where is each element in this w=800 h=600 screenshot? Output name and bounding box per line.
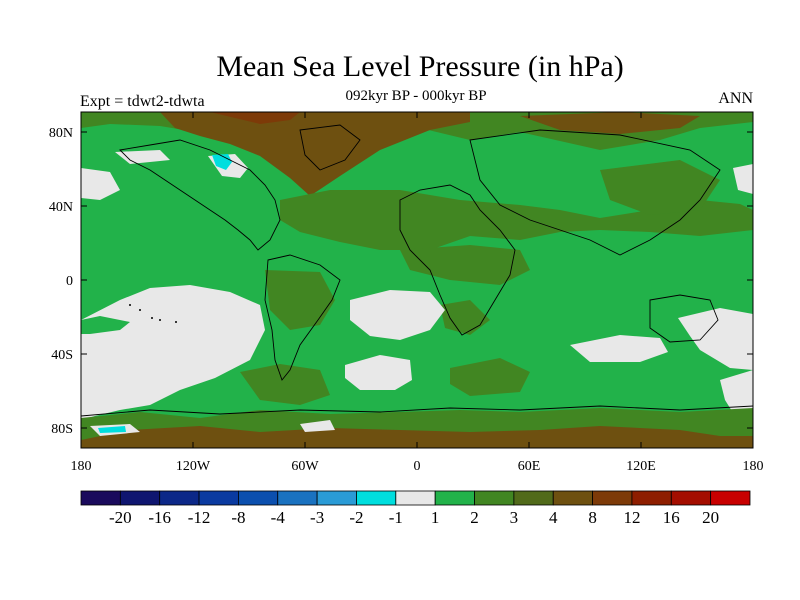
- season-label: ANN: [718, 90, 753, 107]
- colorbar-label: -3: [310, 508, 324, 527]
- australia-low: [678, 308, 753, 370]
- x-tick-label: 120W: [176, 459, 211, 474]
- y-tick-label: 0: [66, 274, 73, 289]
- colorbar-label: -1: [389, 508, 403, 527]
- south-america-patch: [265, 270, 335, 330]
- colorbar-label: -12: [188, 508, 211, 527]
- colorbar-swatch: [670, 490, 712, 506]
- northern-anomaly: [81, 112, 753, 285]
- colorbar-swatch: [631, 490, 672, 506]
- colorbar-swatch: [710, 490, 751, 506]
- x-tick-label: 180: [743, 459, 764, 474]
- colorbar-label: -16: [148, 508, 171, 527]
- island-dots: [129, 304, 177, 323]
- colorbar-swatch: [159, 490, 200, 506]
- plot-title: Mean Sea Level Pressure (in hPa): [216, 50, 624, 83]
- colorbar-label: 3: [510, 508, 519, 527]
- south-pacific-green-notch: [81, 316, 130, 334]
- colorbar-swatch: [316, 490, 357, 506]
- antarctica-interior: [81, 426, 753, 448]
- colorbar-label: 4: [549, 508, 558, 527]
- colorbar-label: 20: [702, 508, 719, 527]
- colorbar-label: 12: [623, 508, 640, 527]
- colorbar-swatch: [513, 490, 554, 506]
- colorbar: -20 -16 -12 -8 -4 -3 -2 -1 1 2 3 4 8 12 16 20: [80, 490, 751, 527]
- south-pacific-low: [81, 285, 265, 420]
- colorbar-swatch: [356, 490, 397, 506]
- colorbar-swatch: [592, 490, 633, 506]
- pacific-low-patch-west: [81, 168, 120, 200]
- x-axis: 180 120W 60W 0 60E 120E 180: [71, 112, 764, 474]
- x-tick-label: 60W: [291, 459, 319, 474]
- alaska-patch: [115, 150, 170, 164]
- southern-ocean-low-indian: [570, 335, 668, 362]
- ross-cyan: [98, 426, 126, 433]
- x-tick-label: 60E: [518, 459, 541, 474]
- plot-subtitle: 092kyr BP - 000kyr BP: [345, 88, 487, 104]
- colorbar-label: -2: [349, 508, 363, 527]
- colorbar-swatch: [198, 490, 239, 506]
- x-tick-label: 180: [71, 459, 92, 474]
- colorbar-swatch: [395, 490, 436, 506]
- coastlines: [81, 124, 753, 417]
- ocean-background: [81, 112, 753, 448]
- colorbar-swatch: [119, 490, 161, 506]
- south-atlantic-low: [350, 290, 445, 340]
- colorbar-swatch: [434, 490, 475, 506]
- colorbar-label: -20: [109, 508, 132, 527]
- drake-patch: [240, 364, 330, 405]
- x-tick-label: 0: [414, 459, 421, 474]
- y-axis: 80N 40N 0 40S 80S: [49, 126, 753, 437]
- colorbar-label: 16: [663, 508, 680, 527]
- weddell-gray: [300, 420, 335, 432]
- colorbar-label: 8: [588, 508, 597, 527]
- colorbar-swatch: [474, 490, 515, 506]
- y-tick-label: 80N: [49, 126, 73, 141]
- indian-ocean-patch: [450, 358, 530, 396]
- experiment-label: Expt = tdwt2-tdwta: [80, 93, 205, 110]
- y-tick-label: 80S: [51, 422, 73, 437]
- southern-ocean-low-atlantic: [345, 355, 412, 390]
- colorbar-label: 2: [470, 508, 479, 527]
- pacific-low-patch-east: [733, 164, 753, 194]
- colorbar-swatch: [238, 490, 279, 506]
- colorbar-swatch: [80, 490, 121, 506]
- y-tick-label: 40S: [51, 348, 73, 363]
- y-tick-label: 40N: [49, 200, 73, 215]
- map-field: [81, 112, 753, 448]
- colorbar-swatch: [277, 490, 318, 506]
- colorbar-label: -8: [231, 508, 245, 527]
- colorbar-label: -4: [271, 508, 286, 527]
- x-tick-label: 120E: [626, 459, 656, 474]
- colorbar-swatch: [552, 490, 593, 506]
- colorbar-label: 1: [431, 508, 440, 527]
